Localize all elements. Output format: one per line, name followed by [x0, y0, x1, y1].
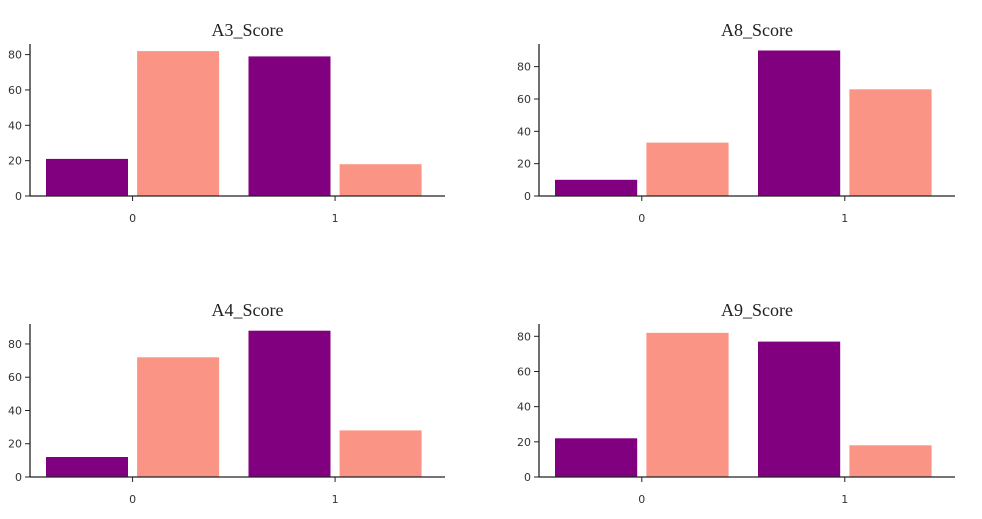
y-tick-label: 80 — [8, 338, 22, 351]
y-tick-label: 60 — [517, 93, 531, 106]
y-tick-label: 40 — [8, 119, 22, 132]
bar-A9_Score-series0-cat0 — [555, 438, 638, 477]
y-tick-label: 20 — [517, 436, 531, 449]
bar-A4_Score-series0-cat0 — [46, 457, 128, 477]
x-tick-label: 1 — [332, 493, 339, 506]
bar-A8_Score-series0-cat1 — [758, 50, 841, 196]
y-tick-label: 40 — [517, 401, 531, 414]
bar-A9_Score-series0-cat1 — [758, 341, 841, 477]
chart-title: A4_Score — [212, 300, 284, 320]
y-tick-label: 80 — [517, 330, 531, 343]
bar-A3_Score-series0-cat1 — [248, 56, 331, 197]
bar-A8_Score-series1-cat1 — [849, 89, 932, 196]
y-tick-label: 60 — [8, 84, 22, 97]
chart-title: A8_Score — [721, 20, 793, 40]
x-tick-label: 1 — [332, 212, 339, 225]
x-tick-label: 0 — [638, 212, 645, 225]
bar-A4_Score-series1-cat1 — [339, 430, 422, 477]
chart-title: A9_Score — [721, 300, 793, 320]
y-tick-label: 20 — [8, 438, 22, 451]
y-tick-label: 80 — [8, 49, 22, 62]
bar-A3_Score-series1-cat1 — [339, 164, 422, 196]
chart-title: A3_Score — [212, 20, 284, 40]
y-tick-label: 40 — [8, 404, 22, 417]
bar-A8_Score-series1-cat0 — [646, 142, 729, 196]
y-tick-label: 40 — [517, 125, 531, 138]
x-tick-label: 0 — [129, 493, 136, 506]
y-tick-label: 60 — [517, 365, 531, 378]
x-tick-label: 1 — [841, 493, 848, 506]
bar-A4_Score-series0-cat1 — [248, 330, 331, 477]
y-tick-label: 60 — [8, 371, 22, 384]
bar-A4_Score-series1-cat0 — [137, 357, 220, 477]
bar-A9_Score-series1-cat0 — [646, 332, 729, 477]
y-tick-label: 0 — [15, 190, 22, 203]
y-tick-label: 80 — [517, 61, 531, 74]
bar-A8_Score-series0-cat0 — [555, 179, 638, 196]
x-tick-label: 0 — [638, 493, 645, 506]
x-tick-label: 0 — [129, 212, 136, 225]
y-tick-label: 0 — [524, 471, 531, 484]
y-tick-label: 20 — [8, 155, 22, 168]
bar-A9_Score-series1-cat1 — [849, 445, 932, 477]
y-tick-label: 0 — [524, 190, 531, 203]
x-tick-label: 1 — [841, 212, 848, 225]
bar-A3_Score-series0-cat0 — [46, 158, 128, 196]
bar-A3_Score-series1-cat0 — [137, 51, 220, 196]
y-tick-label: 20 — [517, 158, 531, 171]
y-tick-label: 0 — [15, 471, 22, 484]
